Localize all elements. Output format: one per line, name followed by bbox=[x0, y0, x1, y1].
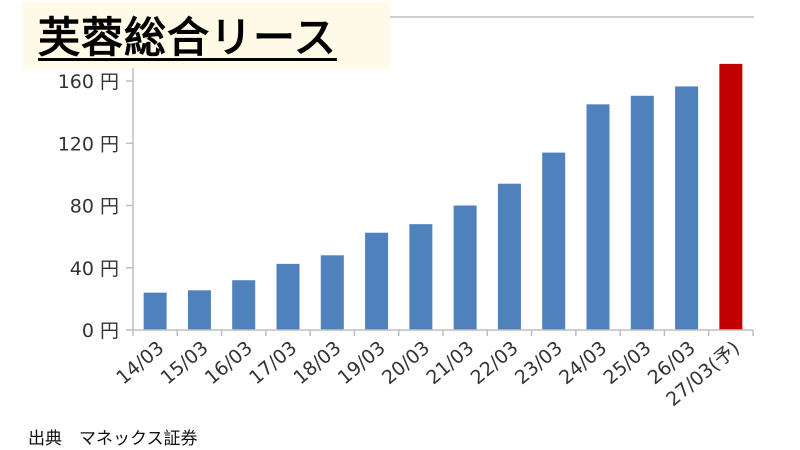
bar bbox=[365, 232, 389, 330]
bar bbox=[320, 255, 344, 330]
bar bbox=[276, 263, 300, 330]
bar bbox=[187, 290, 211, 330]
x-tick-label: 14/03 bbox=[112, 337, 168, 389]
bar bbox=[542, 152, 566, 330]
bars-group bbox=[143, 63, 743, 331]
y-tick-label: 160 円 bbox=[58, 71, 119, 93]
y-tick-label: 40 円 bbox=[70, 258, 119, 280]
x-tick-label: 20/03 bbox=[378, 337, 434, 389]
x-tick-label: 21/03 bbox=[422, 337, 478, 389]
bar bbox=[675, 86, 699, 331]
x-tick-label: 17/03 bbox=[245, 337, 301, 389]
y-tick-label: 80 円 bbox=[70, 196, 119, 218]
bar bbox=[586, 104, 610, 330]
y-tick-label: 0 円 bbox=[82, 320, 119, 342]
bar bbox=[630, 95, 654, 330]
title-background bbox=[22, 2, 390, 68]
bar bbox=[497, 183, 521, 330]
bar bbox=[453, 205, 477, 330]
y-axis: 0 円 40 円 80 円 120 円 160 円 bbox=[58, 62, 134, 342]
chart-title: 芙蓉総合リース bbox=[38, 13, 337, 62]
bar bbox=[409, 224, 433, 330]
x-tick-label: 16/03 bbox=[201, 337, 257, 389]
x-tick-label: 22/03 bbox=[467, 337, 523, 389]
bar-forecast bbox=[719, 63, 743, 330]
x-axis: 14/0315/0316/0317/0318/0319/0320/0321/03… bbox=[112, 329, 754, 411]
bar bbox=[143, 292, 167, 330]
x-tick-label: 15/03 bbox=[157, 337, 213, 389]
x-tick-label: 25/03 bbox=[599, 337, 655, 389]
x-tick-label: 24/03 bbox=[555, 337, 611, 389]
bar bbox=[232, 280, 256, 330]
x-tick-label: 18/03 bbox=[289, 337, 345, 389]
source-note: 出典 マネックス証券 bbox=[28, 429, 198, 449]
x-tick-label: 23/03 bbox=[511, 337, 567, 389]
y-tick-label: 120 円 bbox=[58, 133, 119, 155]
x-tick-label: 19/03 bbox=[334, 337, 390, 389]
